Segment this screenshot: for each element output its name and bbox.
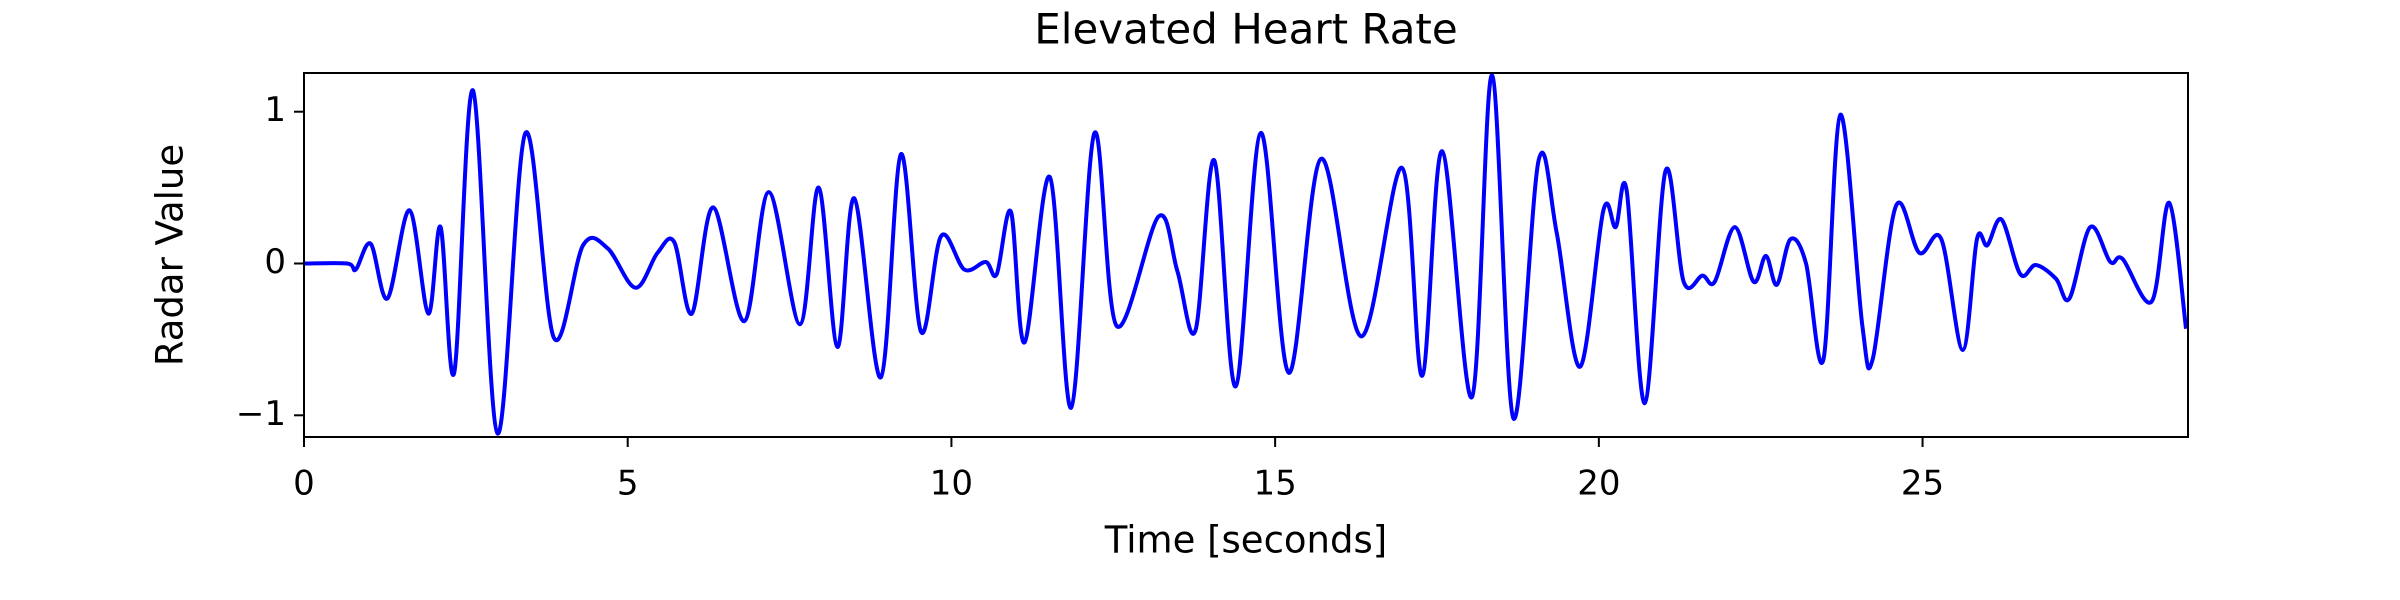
x-tick-label: 5 <box>617 464 639 504</box>
x-tick-label: 25 <box>1901 464 1944 504</box>
x-tick-label: 15 <box>1254 464 1297 504</box>
y-tick-label: 1 <box>264 90 286 130</box>
y-axis-label: Radar Value <box>149 144 192 366</box>
x-axis-label: Time [seconds] <box>1104 519 1387 562</box>
x-tick-label: 10 <box>930 464 973 504</box>
data-line <box>304 73 2188 436</box>
y-tick-label: −1 <box>236 394 286 434</box>
y-tick-label: 0 <box>264 242 286 282</box>
x-tick-label: 20 <box>1577 464 1620 504</box>
chart-title: Elevated Heart Rate <box>1034 5 1458 54</box>
plot-frame <box>303 72 2189 438</box>
x-tick-label: 0 <box>293 464 315 504</box>
